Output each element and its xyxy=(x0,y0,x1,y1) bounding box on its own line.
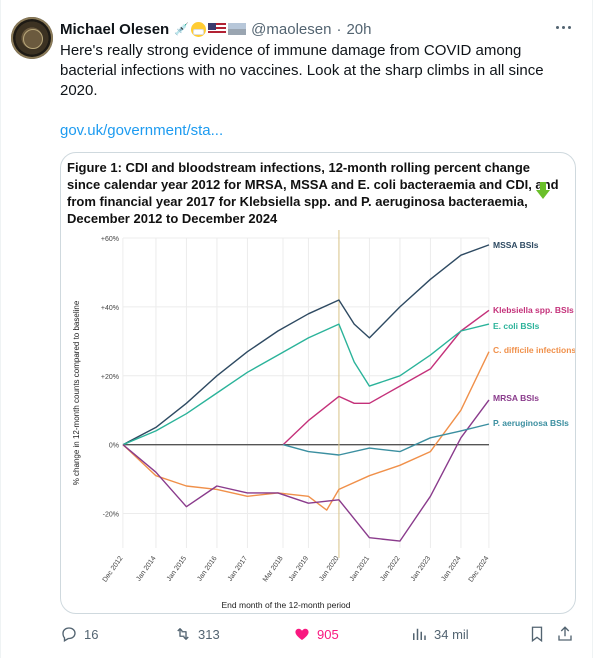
series-label: E. coli BSIs xyxy=(493,321,540,331)
author-name[interactable]: Michael Olesen xyxy=(60,20,170,38)
y-tick-label: -20% xyxy=(103,512,119,519)
x-tick-label: Jan 2017 xyxy=(227,555,249,583)
repost-button[interactable]: 313 xyxy=(174,625,220,643)
x-tick-label: Jan 2022 xyxy=(379,555,401,583)
reply-button[interactable]: 16 xyxy=(60,625,98,643)
like-count: 905 xyxy=(317,626,339,642)
x-tick-label: Jan 2020 xyxy=(318,555,340,583)
bookmark-button[interactable] xyxy=(528,625,546,643)
repost-count: 313 xyxy=(198,626,220,642)
series-line xyxy=(282,423,490,456)
y-tick-label: 0% xyxy=(109,443,119,450)
media-card[interactable]: Figure 1: CDI and bloodstream infections… xyxy=(60,152,576,614)
post-body: Here's really strong evidence of immune … xyxy=(60,42,544,99)
x-tick-label: Jan 2015 xyxy=(166,555,188,583)
post-time[interactable]: 20h xyxy=(346,20,372,38)
post-header: Michael Olesen 💉 @maolesen · 20h xyxy=(60,18,371,40)
series-label: Klebsiella spp. BSIs xyxy=(493,305,574,315)
series-label: C. difficile infections xyxy=(493,345,575,355)
line-chart: +60% +40% +20% 0% -20% Dec 2012 Jan 2014 Jan 20… xyxy=(72,230,575,610)
x-tick-label: Jan 2016 xyxy=(196,555,218,583)
views-chart-icon xyxy=(413,628,426,640)
download-arrow-icon[interactable] xyxy=(536,182,550,200)
share-button[interactable] xyxy=(556,625,574,643)
post-link[interactable]: gov.uk/government/sta... xyxy=(60,122,224,139)
dot-separator: · xyxy=(336,20,342,38)
action-bar: 16 313 905 34 mil xyxy=(0,621,594,651)
series-line xyxy=(122,399,490,542)
heart-icon xyxy=(295,628,309,640)
x-tick-label: Jan 2019 xyxy=(288,555,310,583)
series-label: MSSA BSIs xyxy=(493,240,539,250)
series-line xyxy=(122,244,490,446)
us-flag-icon xyxy=(208,23,227,35)
post-text: Here's really strong evidence of immune … xyxy=(60,41,580,101)
y-tick-label: +60% xyxy=(101,236,119,243)
more-options-icon[interactable] xyxy=(556,22,576,32)
flag-icon xyxy=(228,23,247,35)
figure-title: Figure 1: CDI and bloodstream infections… xyxy=(67,160,559,226)
repost-icon xyxy=(177,628,189,640)
x-tick-label: Dec 2012 xyxy=(102,555,125,584)
syringe-icon: 💉 xyxy=(174,22,190,36)
series-line xyxy=(122,351,490,511)
x-tick-label: Dec 2024 xyxy=(468,555,491,584)
author-handle[interactable]: @maolesen xyxy=(251,20,332,38)
series-label: MRSA BSIs xyxy=(493,393,539,403)
x-tick-label: Jan 2024 xyxy=(440,555,462,583)
series-label: P. aeruginosa BSIs xyxy=(493,418,569,428)
x-tick-label: Jan 2021 xyxy=(349,555,371,583)
y-axis-title: % change in 12-month counts compared to … xyxy=(72,300,81,485)
x-tick-label: Mar 2018 xyxy=(262,555,285,583)
y-tick-label: +20% xyxy=(101,374,119,381)
series-line xyxy=(282,309,490,446)
x-tick-label: Jan 2023 xyxy=(410,555,432,583)
reply-icon xyxy=(62,627,76,642)
series-line xyxy=(122,323,490,446)
reply-count: 16 xyxy=(84,626,99,642)
y-tick-label: +40% xyxy=(101,305,119,312)
name-emojis: 💉 xyxy=(174,21,247,37)
views-button[interactable]: 34 mil xyxy=(410,625,469,643)
share-icon xyxy=(558,626,572,641)
bookmark-icon xyxy=(531,626,543,643)
views-count: 34 mil xyxy=(434,626,469,642)
timeline-border-left xyxy=(0,0,1,658)
like-button[interactable]: 905 xyxy=(293,625,339,643)
mask-face-icon xyxy=(191,21,207,37)
x-tick-label: Jan 2014 xyxy=(135,555,157,583)
author-avatar[interactable] xyxy=(11,17,53,59)
timeline-border-right xyxy=(592,0,593,658)
x-axis-title: End month of the 12-month period xyxy=(222,600,351,610)
